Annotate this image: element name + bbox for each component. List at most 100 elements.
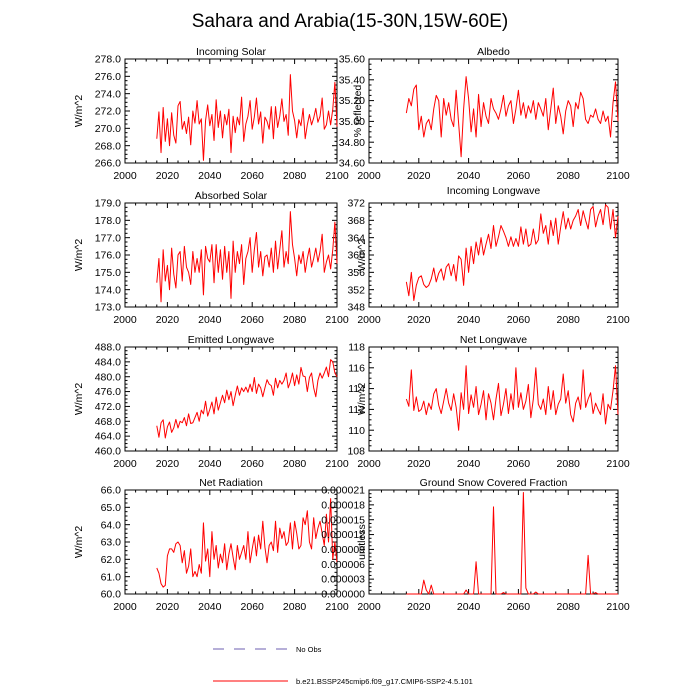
incoming-solar-ytick-label: 272.0 bbox=[95, 106, 121, 118]
emitted-longwave-ytick-label: 460.0 bbox=[95, 446, 121, 458]
ground-snow-covered-fraction-ytick-label: 0.000018 bbox=[321, 499, 365, 511]
incoming-solar-xtick-label: 2060 bbox=[241, 170, 265, 182]
absorbed-solar-ytick-label: 176.0 bbox=[95, 250, 121, 262]
absorbed-solar-ytick-label: 174.0 bbox=[95, 284, 121, 296]
incoming-solar-title: Incoming Solar bbox=[196, 46, 267, 58]
incoming-solar-ytick-label: 268.0 bbox=[95, 140, 121, 152]
incoming-solar-xtick-label: 2040 bbox=[198, 170, 222, 182]
incoming-longwave-xtick-label: 2060 bbox=[507, 314, 531, 326]
incoming-solar-ylabel: W/m^2 bbox=[73, 95, 85, 128]
emitted-longwave-xtick-label: 2080 bbox=[283, 458, 307, 470]
emitted-longwave-title: Emitted Longwave bbox=[188, 334, 275, 346]
albedo-series-line bbox=[405, 76, 619, 158]
net-longwave-ylabel: W/m^2 bbox=[356, 383, 368, 416]
net-longwave-series-line bbox=[405, 365, 619, 431]
emitted-longwave-ytick-label: 476.0 bbox=[95, 386, 121, 398]
net-radiation-xtick-label: 2040 bbox=[198, 601, 222, 613]
emitted-longwave-ylabel: W/m^2 bbox=[73, 383, 85, 416]
albedo-ylabel: % reflected bbox=[352, 85, 364, 138]
ground-snow-covered-fraction-series-line bbox=[406, 491, 618, 595]
incoming-longwave-title: Incoming Longwave bbox=[447, 185, 541, 197]
legend-model-label: b.e21.BSSP245cmip6.f09_g17.CMIP6-SSP2-4.… bbox=[296, 677, 473, 686]
incoming-longwave-ylabel: W/m^2 bbox=[356, 239, 368, 272]
legend-obs-label: No Obs bbox=[296, 645, 322, 654]
net-radiation-ytick-label: 61.0 bbox=[101, 571, 122, 583]
ground-snow-covered-fraction-ytick-label: 0.000015 bbox=[321, 514, 365, 526]
absorbed-solar-xtick-label: 2020 bbox=[156, 314, 180, 326]
net-radiation-series-line bbox=[156, 498, 338, 588]
incoming-solar-ytick-label: 274.0 bbox=[95, 88, 121, 100]
net-longwave-xtick-label: 2060 bbox=[507, 458, 531, 470]
absorbed-solar-ytick-label: 173.0 bbox=[95, 302, 121, 314]
absorbed-solar-title: Absorbed Solar bbox=[195, 190, 268, 202]
absorbed-solar-xtick-label: 2080 bbox=[283, 314, 307, 326]
net-longwave-xtick-label: 2040 bbox=[457, 458, 481, 470]
emitted-longwave-ytick-label: 468.0 bbox=[95, 416, 121, 428]
ground-snow-covered-fraction-xtick-label: 2000 bbox=[357, 601, 381, 613]
emitted-longwave-ytick-label: 472.0 bbox=[95, 401, 121, 413]
albedo-ytick-label: 34.80 bbox=[339, 137, 365, 149]
incoming-solar-xtick-label: 2100 bbox=[325, 170, 349, 182]
emitted-longwave-ytick-label: 484.0 bbox=[95, 356, 121, 368]
ground-snow-covered-fraction-xtick-label: 2040 bbox=[457, 601, 481, 613]
ground-snow-covered-fraction-xtick-label: 2080 bbox=[557, 601, 581, 613]
absorbed-solar-xtick-label: 2040 bbox=[198, 314, 222, 326]
emitted-longwave-xtick-label: 2060 bbox=[241, 458, 265, 470]
albedo-xtick-label: 2060 bbox=[507, 170, 531, 182]
net-radiation-ytick-label: 66.0 bbox=[101, 485, 122, 497]
absorbed-solar-ylabel: W/m^2 bbox=[73, 239, 85, 272]
albedo-ytick-label: 35.60 bbox=[339, 54, 365, 66]
albedo-ytick-label: 34.60 bbox=[339, 158, 365, 170]
ground-snow-covered-fraction-ytick-label: 0.000012 bbox=[321, 529, 365, 541]
incoming-longwave-frame bbox=[368, 202, 619, 308]
net-longwave-ytick-label: 108 bbox=[347, 446, 365, 458]
net-longwave-title: Net Longwave bbox=[460, 334, 527, 346]
incoming-longwave-xtick-label: 2020 bbox=[407, 314, 431, 326]
net-longwave-ytick-label: 118 bbox=[348, 342, 365, 354]
net-radiation-ytick-label: 63.0 bbox=[101, 537, 122, 549]
net-radiation-xtick-label: 2060 bbox=[241, 601, 265, 613]
net-radiation-xtick-label: 2080 bbox=[283, 601, 307, 613]
emitted-longwave-ytick-label: 480.0 bbox=[95, 371, 121, 383]
incoming-solar-xtick-label: 2000 bbox=[113, 170, 137, 182]
net-radiation-ytick-label: 64.0 bbox=[101, 519, 122, 531]
net-longwave-xtick-label: 2000 bbox=[357, 458, 381, 470]
net-longwave-ytick-label: 116 bbox=[348, 362, 365, 374]
ground-snow-covered-fraction-ytick-label: 0.000006 bbox=[321, 559, 365, 571]
absorbed-solar-xtick-label: 2100 bbox=[325, 314, 349, 326]
ground-snow-covered-fraction-title: Ground Snow Covered Fraction bbox=[420, 477, 568, 489]
incoming-longwave-xtick-label: 2080 bbox=[557, 314, 581, 326]
absorbed-solar-series-line bbox=[156, 211, 338, 303]
incoming-longwave-ytick-label: 368 bbox=[347, 215, 365, 227]
net-longwave-xtick-label: 2020 bbox=[407, 458, 431, 470]
absorbed-solar-ytick-label: 175.0 bbox=[95, 267, 121, 279]
incoming-longwave-ytick-label: 348 bbox=[347, 302, 365, 314]
absorbed-solar-xtick-label: 2000 bbox=[113, 314, 137, 326]
incoming-solar-xtick-label: 2020 bbox=[156, 170, 180, 182]
absorbed-solar-ytick-label: 177.0 bbox=[95, 232, 121, 244]
ground-snow-covered-fraction-frame bbox=[368, 489, 619, 595]
net-radiation-xtick-label: 2100 bbox=[325, 601, 349, 613]
net-radiation-ytick-label: 60.0 bbox=[101, 589, 122, 601]
net-radiation-xtick-label: 2000 bbox=[113, 601, 137, 613]
net-radiation-frame bbox=[124, 489, 338, 595]
incoming-solar-series-line bbox=[156, 74, 338, 161]
net-radiation-ytick-label: 65.0 bbox=[101, 502, 122, 514]
incoming-solar-ytick-label: 266.0 bbox=[95, 158, 121, 170]
incoming-longwave-ytick-label: 360 bbox=[347, 250, 365, 262]
emitted-longwave-frame bbox=[124, 346, 338, 452]
incoming-longwave-ytick-label: 364 bbox=[347, 232, 365, 244]
emitted-longwave-xtick-label: 2040 bbox=[198, 458, 222, 470]
albedo-xtick-label: 2100 bbox=[606, 170, 630, 182]
net-radiation-xtick-label: 2020 bbox=[156, 601, 180, 613]
legend: No Obs b.e21.BSSP245cmip6.f09_g17.CMIP6-… bbox=[213, 645, 473, 686]
emitted-longwave-xtick-label: 2000 bbox=[113, 458, 137, 470]
albedo-title: Albedo bbox=[477, 46, 510, 58]
incoming-solar-ytick-label: 270.0 bbox=[95, 123, 121, 135]
albedo-xtick-label: 2000 bbox=[357, 170, 381, 182]
ground-snow-covered-fraction-xtick-label: 2020 bbox=[407, 601, 431, 613]
incoming-longwave-xtick-label: 2100 bbox=[606, 314, 630, 326]
incoming-solar-ytick-label: 278.0 bbox=[95, 54, 121, 66]
net-radiation-ytick-label: 62.0 bbox=[101, 554, 122, 566]
